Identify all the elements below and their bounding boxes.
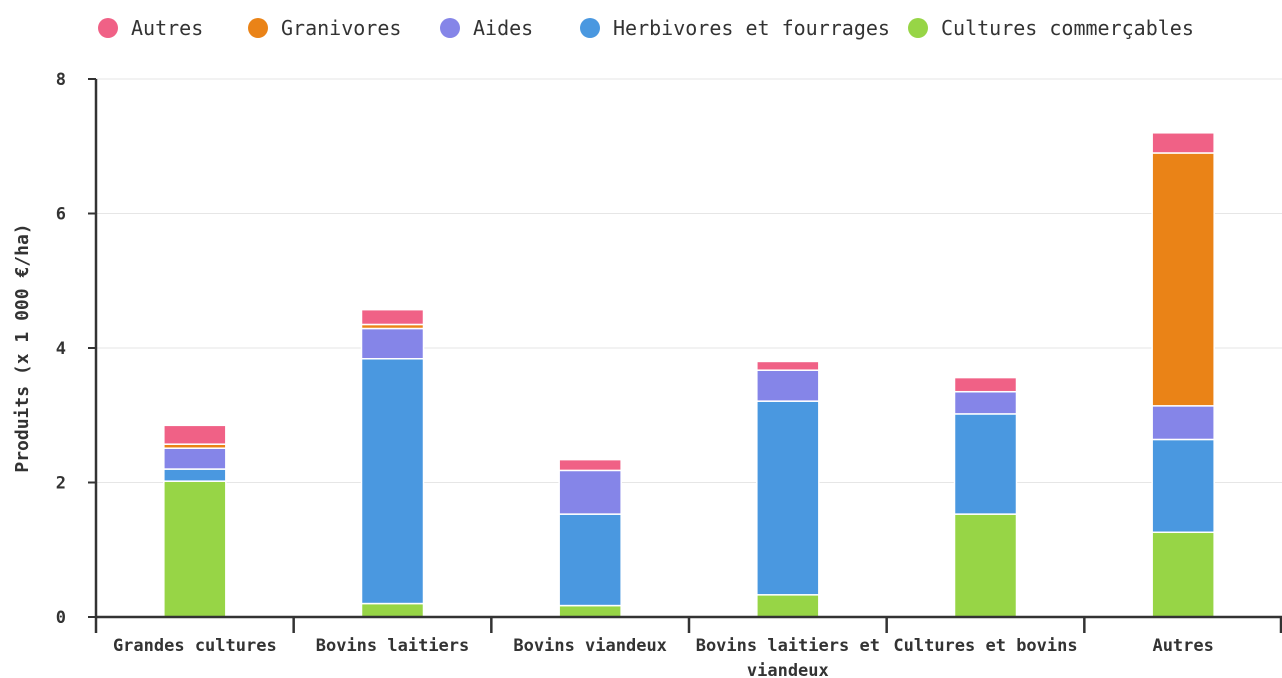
- y-tick-label: 8: [56, 70, 66, 90]
- bar-segment[interactable]: [163, 447, 227, 470]
- axes: [94, 79, 1282, 633]
- y-tick-label: 6: [56, 205, 66, 225]
- bar-segment[interactable]: [1151, 531, 1215, 618]
- bar-segment[interactable]: [163, 468, 227, 482]
- bar-segment[interactable]: [1151, 132, 1215, 154]
- y-axis-label: Produits (x 1 000 €/ha): [12, 223, 33, 472]
- legend-label: Autres: [131, 16, 203, 40]
- bar-segment[interactable]: [1151, 405, 1215, 441]
- bar-segment[interactable]: [1151, 438, 1215, 534]
- bar-segment[interactable]: [558, 513, 622, 607]
- bar-segment[interactable]: [558, 604, 622, 618]
- bar-segment[interactable]: [953, 376, 1018, 393]
- bar-segment[interactable]: [163, 424, 227, 445]
- legend-label: Herbivores et fourrages: [613, 16, 890, 40]
- legend-label: Aides: [473, 16, 533, 40]
- x-tick-label: Autres: [1152, 636, 1213, 656]
- x-tick-labels: Grandes cultures Bovins laitiers Bovins vi…: [113, 636, 1214, 678]
- legend-item[interactable]: Aides: [440, 16, 533, 40]
- legend-item[interactable]: Herbivores et fourrages: [580, 16, 890, 40]
- bar-segment[interactable]: [953, 390, 1018, 415]
- legend-swatch: [580, 18, 600, 38]
- legend-item[interactable]: Autres: [98, 16, 203, 40]
- y-tick-label: 2: [56, 474, 66, 494]
- grid-lines: [96, 78, 1282, 618]
- x-tick-label: Cultures et bovins: [893, 636, 1077, 656]
- bars: [163, 132, 1215, 618]
- bar-segment[interactable]: [756, 594, 820, 618]
- bar-segment[interactable]: [756, 400, 820, 596]
- x-tick-label: Grandes cultures: [113, 636, 277, 656]
- legend-swatch: [98, 18, 118, 38]
- legend-item[interactable]: Cultures commerçables: [908, 16, 1194, 40]
- bar-segment[interactable]: [360, 327, 425, 360]
- y-tick-label: 0: [56, 608, 66, 628]
- bar-segment[interactable]: [360, 358, 425, 605]
- x-tick-label: Bovins laitiers: [316, 636, 470, 656]
- legend-swatch: [440, 18, 460, 38]
- x-tick-label: Bovins laitiers et: [696, 636, 880, 656]
- bar-segment[interactable]: [953, 513, 1018, 618]
- bar-segment[interactable]: [756, 360, 820, 371]
- bar-segment[interactable]: [360, 602, 425, 618]
- legend-swatch: [908, 18, 928, 38]
- bar-segment[interactable]: [558, 469, 622, 515]
- y-tick-label: 4: [56, 339, 66, 359]
- legend: Autres Granivores Aides Herbivores et fourr…: [98, 16, 1194, 40]
- bar-segment[interactable]: [1151, 152, 1215, 407]
- x-tick-label: Bovins viandeux: [513, 636, 667, 656]
- x-tick-label: viandeux: [747, 661, 829, 678]
- legend-label: Granivores: [281, 16, 401, 40]
- legend-item[interactable]: Granivores: [248, 16, 401, 40]
- legend-label: Cultures commerçables: [941, 16, 1194, 40]
- bar-segment[interactable]: [163, 480, 227, 618]
- bar-segment[interactable]: [360, 308, 425, 326]
- bar-segment[interactable]: [953, 413, 1018, 515]
- legend-swatch: [248, 18, 268, 38]
- y-tick-labels: 0 2 4 6 8: [56, 70, 96, 628]
- bar-segment[interactable]: [756, 369, 820, 402]
- bar-segment[interactable]: [558, 458, 622, 472]
